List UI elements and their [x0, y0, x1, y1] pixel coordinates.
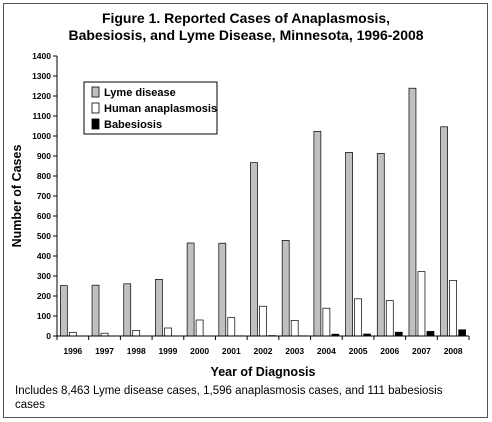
bar-chart: 0 100 200 300 400 500 600 700 800 900 1000 1100 1200… [10, 51, 470, 379]
bar-lyme-disease-1997 [91, 284, 100, 337]
bar-babesiosis-2007 [426, 331, 435, 337]
bar-human-anaplasmosis-1998 [132, 330, 141, 337]
legend-swatch-lyme [91, 86, 100, 98]
x-tick-label: 2004 [317, 346, 336, 356]
legend-swatch-anaplasmosis [91, 102, 100, 114]
x-tick-label: 1998 [127, 346, 146, 356]
legend-label-lyme: Lyme disease [104, 87, 176, 99]
bar-lyme-disease-1998 [123, 283, 132, 337]
bar-human-anaplasmosis-2003 [290, 320, 299, 337]
bar-lyme-disease-2005 [345, 152, 353, 337]
y-tick-label: 100 [37, 311, 51, 321]
bar-human-anaplasmosis-1996 [68, 332, 77, 337]
y-tick-label: 0 [46, 331, 51, 341]
x-tick-label: 2001 [222, 346, 241, 356]
x-ticks-group: 1996 1997 1998 1999 2000 2001 2002 2003 2004 2005… [56, 336, 470, 356]
bar-human-anaplasmosis-2002 [259, 305, 267, 337]
y-tick-label: 900 [37, 151, 51, 161]
bar-human-anaplasmosis-2008 [449, 280, 458, 337]
bar-babesiosis-2008 [458, 329, 467, 337]
y-tick-label: 200 [37, 291, 51, 301]
x-tick-label: 2007 [412, 346, 431, 356]
x-tick-label: 2002 [254, 346, 273, 356]
x-tick-label: 2008 [444, 346, 463, 356]
bar-human-anaplasmosis-2007 [417, 271, 426, 337]
bar-lyme-disease-2008 [440, 126, 449, 337]
bar-human-anaplasmosis-2001 [227, 317, 236, 337]
y-tick-label: 1000 [32, 131, 51, 141]
y-tick-label: 1300 [32, 71, 51, 81]
footnote: Includes 8,463 Lyme disease cases, 1,596… [15, 385, 443, 411]
bar-babesiosis-2006 [394, 331, 403, 337]
bar-lyme-disease-2006 [376, 153, 385, 337]
bar-lyme-disease-2004 [313, 131, 322, 337]
bar-lyme-disease-1999 [155, 279, 163, 337]
y-axis-label: Number of Cases [10, 145, 24, 248]
x-tick-label: 2000 [190, 346, 209, 356]
y-tick-label: 800 [37, 171, 51, 181]
figure-frame [3, 3, 488, 418]
legend-swatch-babesiosis [91, 118, 100, 130]
x-tick-label: 1999 [158, 346, 177, 356]
x-tick-label: 2006 [380, 346, 399, 356]
x-axis-label: Year of Diagnosis [211, 365, 316, 379]
bar-lyme-disease-2001 [218, 242, 227, 337]
legend-label-anaplasmosis: Human anaplasmosis [104, 103, 217, 115]
bar-lyme-disease-2000 [186, 242, 195, 337]
y-tick-label: 1400 [32, 51, 51, 61]
bar-lyme-disease-1996 [59, 285, 68, 337]
bar-lyme-disease-2003 [281, 240, 290, 337]
bar-human-anaplasmosis-2006 [385, 300, 394, 337]
legend-box [83, 81, 218, 135]
y-tick-label: 1100 [33, 111, 52, 121]
y-tick-label: 600 [37, 211, 51, 221]
chart-title-line-2: Babesiosis, and Lyme Disease, Minnesota,… [68, 27, 424, 43]
y-ticks-group: 0 100 200 300 400 500 600 700 800 900 1000 1100 1200… [32, 51, 57, 341]
bar-human-anaplasmosis-2005 [354, 298, 362, 337]
bar-lyme-disease-2007 [408, 87, 417, 337]
bar-lyme-disease-2002 [250, 162, 258, 337]
y-tick-label: 500 [37, 231, 51, 241]
y-tick-label: 700 [37, 191, 51, 201]
y-tick-label: 300 [37, 271, 51, 281]
x-tick-label: 2005 [349, 346, 368, 356]
bar-human-anaplasmosis-2004 [322, 307, 331, 337]
chart-title-line-1: Figure 1. Reported Cases of Anaplasmosis… [101, 10, 391, 26]
x-tick-label: 1996 [63, 346, 82, 356]
y-tick-label: 1200 [32, 91, 51, 101]
legend: Lyme disease Human anaplasmosis Babesios… [83, 81, 218, 135]
legend-label-babesiosis: Babesiosis [104, 119, 162, 131]
bar-human-anaplasmosis-2000 [195, 319, 204, 337]
x-tick-label: 2003 [285, 346, 304, 356]
y-tick-label: 400 [37, 251, 51, 261]
bar-human-anaplasmosis-1999 [164, 327, 172, 337]
chart-title: Figure 1. Reported Cases of Anaplasmosis… [0, 10, 492, 44]
x-tick-label: 1997 [95, 346, 114, 356]
